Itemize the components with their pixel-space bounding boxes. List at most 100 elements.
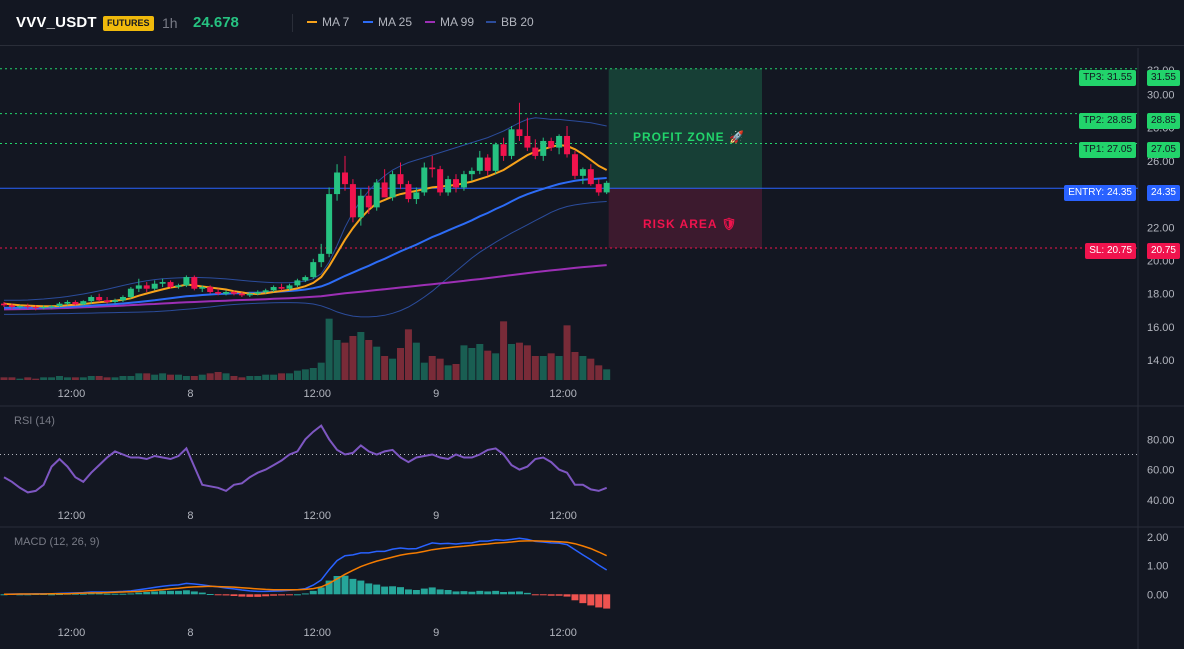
x-tick-label: 12:00 (58, 510, 86, 522)
macd-histogram-bar (262, 594, 270, 597)
volume-bar (492, 353, 500, 380)
candle-body (421, 167, 428, 193)
candle-body (254, 292, 261, 294)
legend-bb20[interactable]: BB 20 (486, 15, 534, 29)
x-tick-label: 12:00 (304, 627, 332, 639)
volume-bar (523, 345, 531, 380)
candle-body (318, 253, 325, 263)
volume-bar (373, 346, 381, 380)
price-y-tick-label: 22.00 (1147, 222, 1175, 234)
ma99-line (3, 264, 607, 311)
candle-body (262, 290, 269, 293)
ma7-swatch-icon (307, 21, 317, 23)
macd-histogram-bar (174, 590, 182, 595)
candle-body (564, 135, 571, 155)
volume-bar (468, 348, 476, 380)
macd-histogram-bar (16, 594, 24, 596)
volume-bar (389, 358, 397, 380)
sl-label-tag[interactable]: SL: 20.75 (1085, 243, 1136, 259)
legend-ma99[interactable]: MA 99 (425, 15, 474, 29)
volume-bar (262, 374, 270, 380)
candle-body (603, 182, 610, 193)
macd-histogram-bar (135, 592, 143, 595)
volume-bar (214, 372, 222, 380)
risk-area-label: RISK AREA 🛡 (643, 217, 738, 231)
volume-bar (357, 332, 365, 380)
macd-histogram-bar (476, 590, 484, 595)
volume-bar (436, 358, 444, 380)
ma25-line (4, 177, 607, 309)
macd-signal-line (4, 540, 607, 596)
macd-histogram-bar (389, 586, 397, 595)
candle-body (373, 182, 380, 208)
ma99-swatch-icon (425, 21, 435, 23)
macd-histogram-bar (484, 591, 492, 595)
volume-bar (404, 329, 412, 380)
macd-histogram-bar (143, 592, 151, 595)
volume-bar (500, 321, 508, 380)
macd-histogram-bar (412, 590, 420, 595)
volume-bar (563, 325, 571, 380)
macd-histogram-bar (444, 590, 452, 595)
entry-tag-price: 24.35 (1150, 187, 1176, 198)
legend-ma25-label: MA 25 (378, 15, 413, 29)
profit-zone (608, 68, 762, 189)
candle-body (532, 147, 539, 156)
x-tick-label: 12:00 (304, 388, 332, 400)
symbol-name[interactable]: VVV_USDT (16, 14, 97, 31)
candle-body (1, 303, 7, 306)
macd-histogram-bar (79, 593, 87, 595)
volume-bar (428, 356, 436, 380)
candle-body (183, 277, 190, 286)
candle-body (357, 195, 364, 218)
volume-bar (484, 350, 492, 380)
candle-body (326, 194, 333, 254)
x-tick-label: 12:00 (549, 627, 577, 639)
candle-body (246, 293, 253, 296)
macd-histogram-bar (381, 586, 389, 595)
legend-ma25[interactable]: MA 25 (363, 15, 412, 29)
tp1-label-tag[interactable]: TP1: 27.05 (1079, 142, 1136, 158)
volume-bar (381, 356, 389, 380)
candle-body (32, 306, 39, 308)
candle-body (215, 292, 222, 294)
macd-histogram-bar (547, 594, 555, 596)
tp3-label-tag[interactable]: TP3: 31.55 (1079, 70, 1136, 86)
volume-bar (167, 374, 175, 380)
last-price: 24.678 (193, 14, 239, 31)
tp3-tag-label: TP3: 31.55 (1083, 72, 1132, 83)
volume-bar (135, 373, 143, 380)
price-y-tick-label: 26.00 (1147, 156, 1175, 168)
candle-body (104, 300, 111, 302)
volume-bar (198, 374, 206, 380)
candle-body (571, 154, 578, 176)
candle-body (48, 306, 55, 308)
candle-body (151, 283, 158, 289)
volume-bar (16, 378, 24, 380)
volume-bar (0, 377, 8, 380)
sl-price-tag: 20.75 (1146, 243, 1180, 259)
legend-ma7[interactable]: MA 7 (307, 15, 349, 29)
macd-histogram-bar (603, 594, 611, 609)
macd-histogram-bar (365, 583, 373, 595)
entry-price-tag: 24.35 (1146, 185, 1180, 201)
timeframe-label[interactable]: 1h (162, 15, 178, 31)
macd-histogram-bar (571, 594, 579, 601)
legend-bb20-label: BB 20 (501, 15, 534, 29)
volume-bar (444, 365, 452, 380)
volume-bar (159, 373, 167, 380)
rsi-y-tick-label: 40.00 (1147, 495, 1175, 507)
macd-histogram-bar (293, 594, 301, 596)
candle-body (492, 144, 499, 171)
entry-label-tag[interactable]: ENTRY: 24.35 (1064, 185, 1136, 201)
candle-body (334, 172, 341, 195)
tp2-label-tag[interactable]: TP2: 28.85 (1079, 113, 1136, 129)
macd-histogram-bar (71, 593, 79, 595)
macd-histogram-bar (56, 594, 64, 595)
candle-body (270, 287, 277, 291)
volume-bar (293, 370, 301, 380)
candle-body (500, 144, 507, 156)
macd-histogram-bar (214, 594, 222, 596)
macd-histogram-bar (190, 591, 198, 595)
